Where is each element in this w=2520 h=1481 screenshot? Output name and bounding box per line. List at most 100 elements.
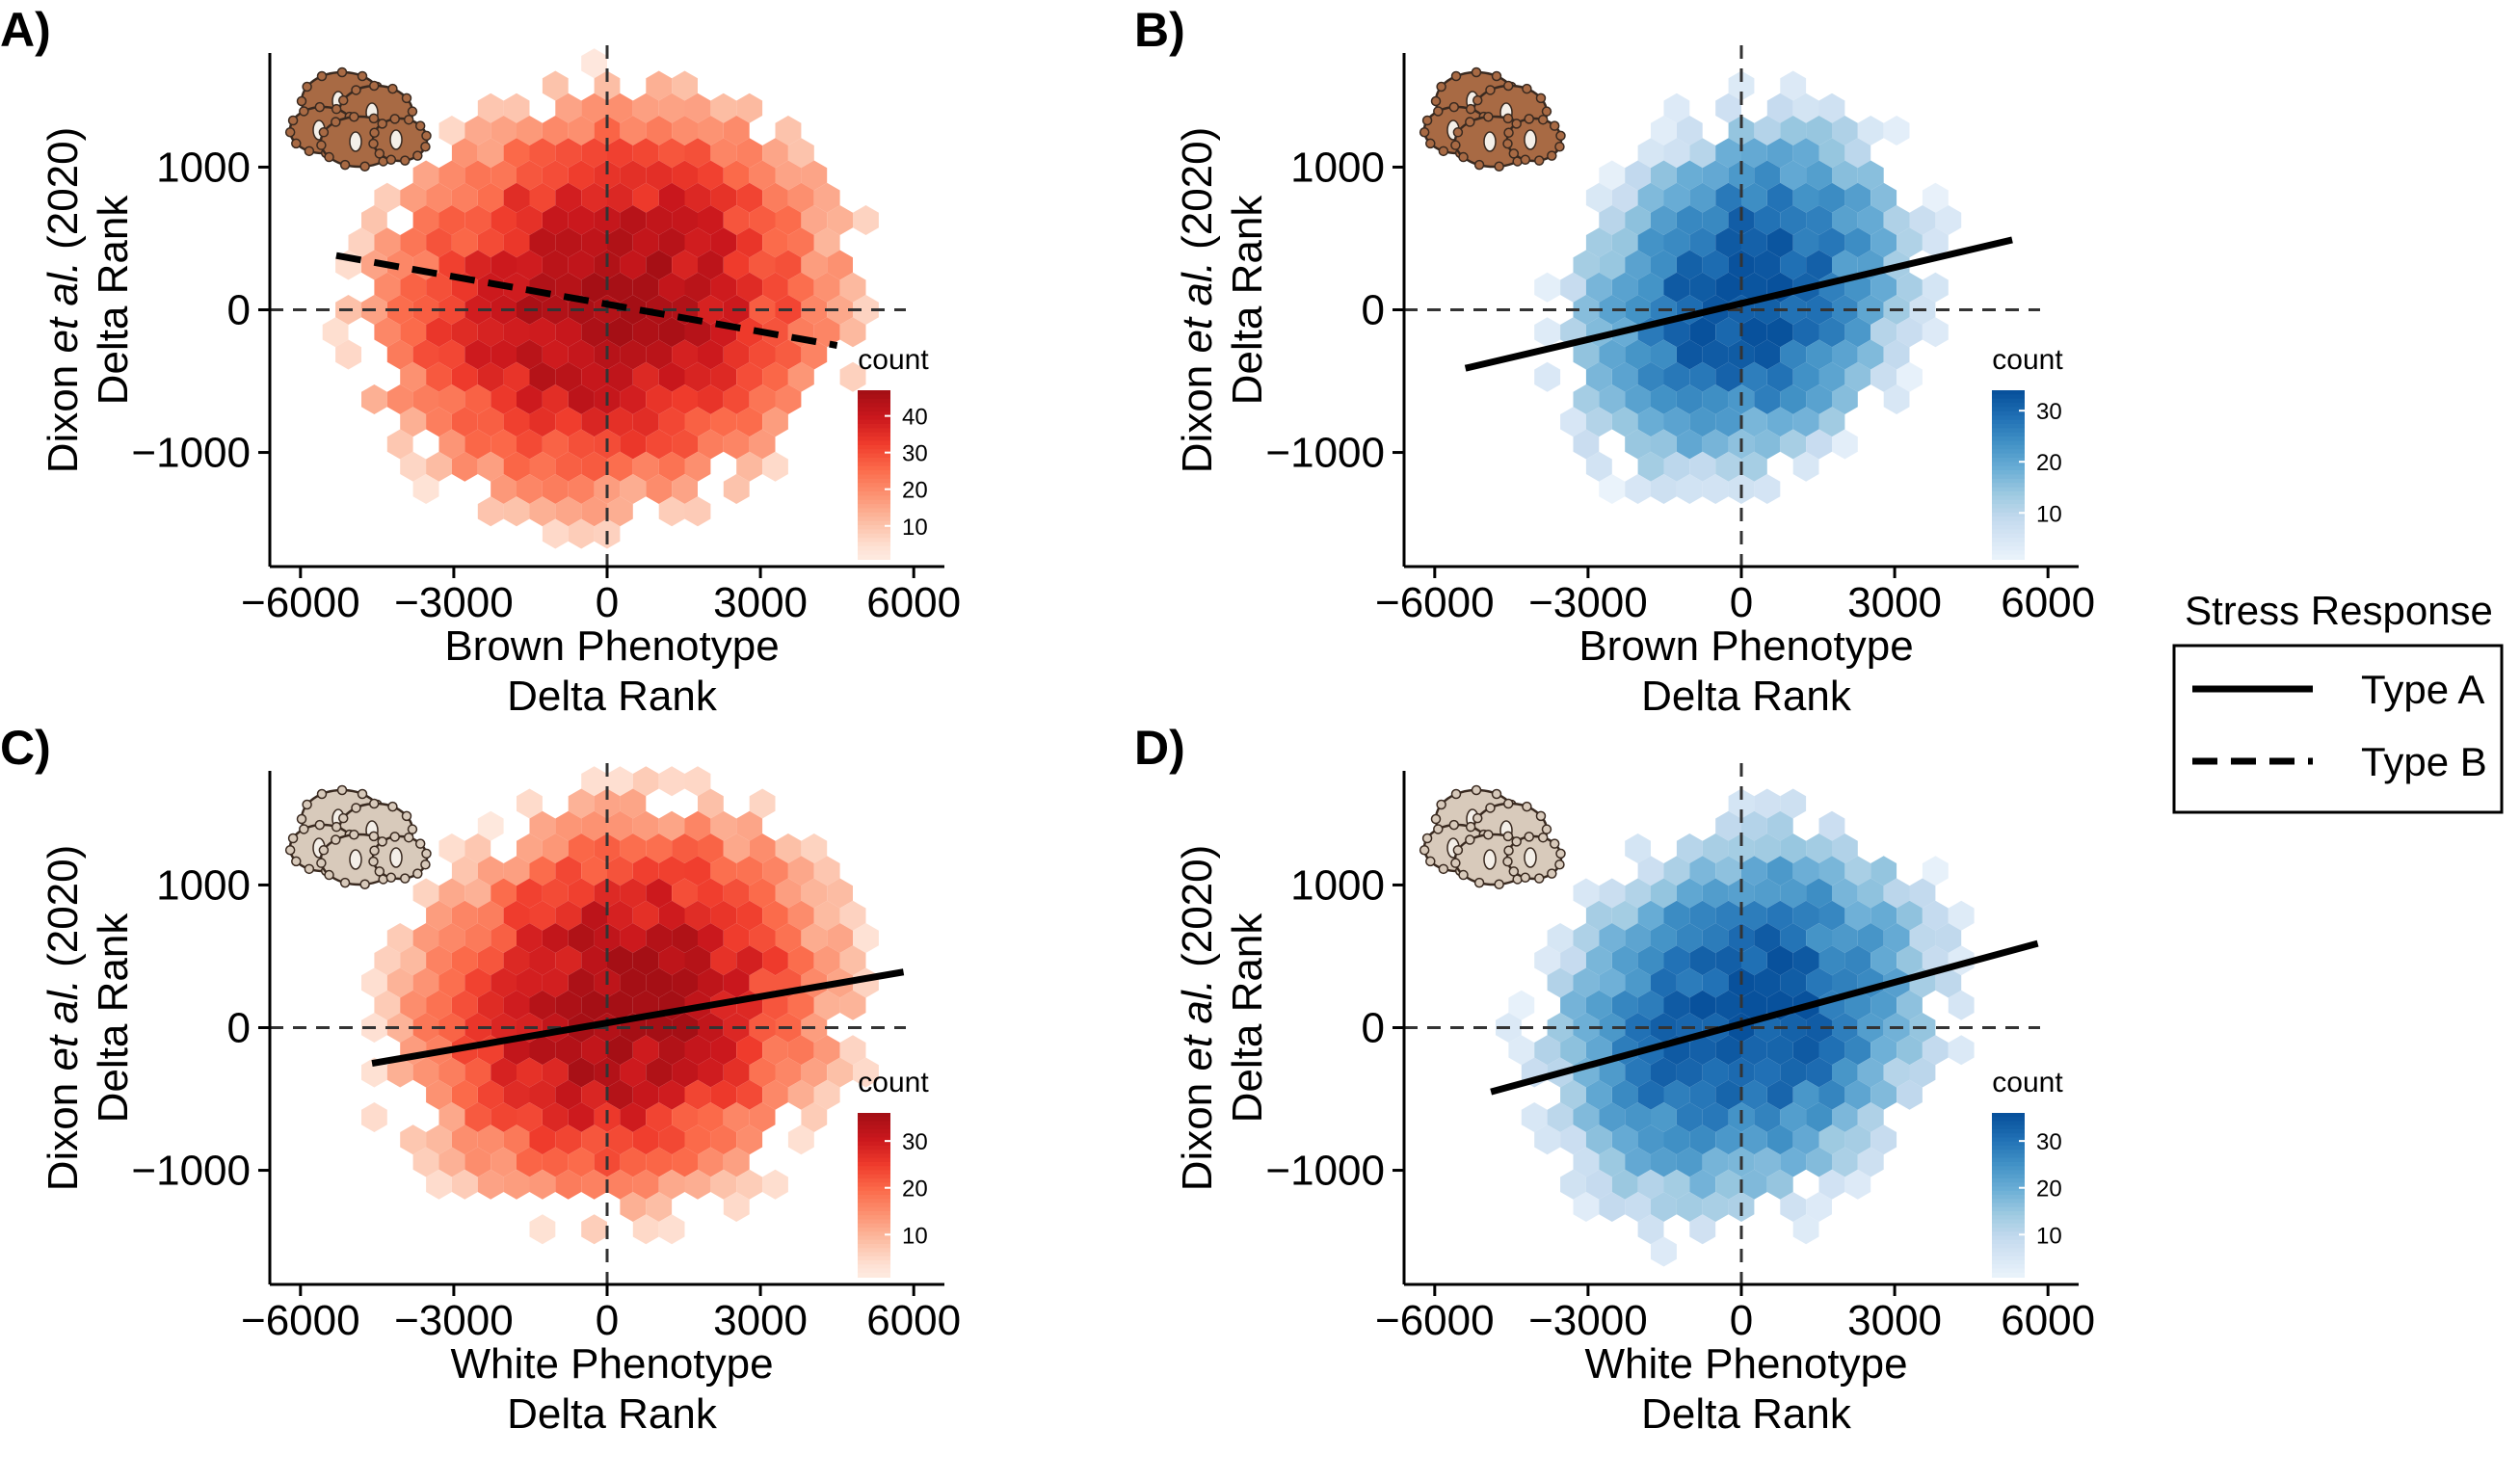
hexbin-cell [1651,474,1677,504]
colorbar-segment [858,525,890,531]
hexbin-cell [1508,1035,1535,1066]
colorbar-segment [1992,453,2025,459]
hexbin-cell [1637,361,1664,392]
hexbin-cell [1676,878,1703,909]
colorbar-segment [858,1219,890,1225]
colorbar-segment [858,410,890,417]
hexbin-cell [568,160,595,191]
hexbin-cell [386,339,413,370]
hexbin-cell [1818,900,1845,931]
hexbin-cell [1651,878,1677,909]
hexbin-cell [1676,116,1703,145]
hexbin-cell [568,967,595,998]
hexbin-cell [762,451,788,482]
hexbin-cell [1897,900,1923,931]
x-tick-label: 0 [1730,579,1753,626]
hexbin-cell [426,361,452,392]
hexbin-cell [491,116,517,145]
hexbin-cell [529,451,556,482]
hexbin-cell [1573,1013,1600,1043]
hexbin-cell [542,1102,569,1132]
y-tick-label: −1000 [1265,430,1385,477]
colorbar-segment [858,1235,890,1241]
hexbin-cell [607,93,633,123]
hexbin-cell [529,1214,556,1245]
hexbin-cell [581,93,607,123]
hexbin-cell [1599,923,1626,953]
colorbar-segment [1992,458,2025,463]
hexbin-cell [672,1057,698,1088]
hexbin-cell [1599,967,1626,998]
hexbin-cell [736,1124,763,1155]
hexbin-cell [1611,182,1638,213]
hexbin-cell [813,272,840,303]
hexbin-cell [1792,1124,1819,1155]
hexbin-cell [491,1102,517,1132]
hexbin-cell [464,339,491,370]
hexbin-cell [451,317,478,348]
hexbin-cell [517,474,543,504]
hexbin-cell [710,361,737,392]
colorbar-segment [858,407,890,412]
hexbin-cell [374,272,401,303]
hexbin-cell [400,945,427,976]
colorbar-segment [1992,545,2025,552]
colorbar-segment [1992,1170,2025,1176]
colorbar-segment [858,487,890,492]
hexbin-cell [1625,833,1651,863]
hexbin-cell [491,1057,517,1088]
hexbin-cell [710,182,737,213]
hexbin-cell [1780,923,1807,953]
hexbin-cell [1702,384,1729,414]
hexbin-cell [1870,856,1897,886]
hexbin-cell [632,317,659,348]
hexbin-cell [684,1169,711,1200]
hexbin-layer [322,48,879,549]
hexbin-cell [503,138,530,169]
hexbin-cell [723,116,750,145]
hexbin-cell [491,160,517,191]
hexbin-cell [1818,1169,1845,1200]
hexbin-cell [646,339,673,370]
hexbin-cell [749,429,776,460]
colorbar-segment [1992,1124,2025,1130]
hexbin-cell [1897,317,1923,348]
hexbin-cell [400,451,427,482]
hexbin-cell [684,407,711,437]
hexbin-cell [451,990,478,1020]
hexbin-cell [1689,317,1716,348]
y-axis-label: Dixon et al. (2020) [1174,845,1221,1192]
hexbin-cell [594,160,621,191]
hexbin-cell [1599,1192,1626,1222]
hexbin-cell [581,1124,607,1155]
hexbin-cell [1599,339,1626,370]
hexbin-cell [464,1147,491,1177]
hexbin-cell [555,1169,582,1200]
legend-label-type-a: Type A [2361,667,2484,712]
hexbin-cell [1832,160,1858,191]
hexbin-cell [374,990,401,1020]
colorbar-tick-label: 30 [902,1129,928,1155]
hexbin-cell [1883,339,1910,370]
hexbin-cell [517,384,543,414]
hexbin-cell [1870,182,1897,213]
hexbin-cell [1534,361,1561,392]
x-tick-label: −3000 [1528,1297,1648,1344]
hexbin-cell [620,923,647,953]
hexbin-cell [1754,833,1781,863]
hexbin-cell [1844,361,1871,392]
y-tick-label: 1000 [156,861,251,909]
hexbin-cell [1844,138,1871,169]
hexbin-cell [646,160,673,191]
hexbin-cell [555,451,582,482]
hexbin-cell [568,1102,595,1132]
hexbin-cell [1625,967,1651,998]
hexbin-cell [684,766,711,797]
hexbin-cell [464,1102,491,1132]
hexbin-cell [684,1035,711,1066]
hexbin-cell [1780,788,1807,819]
hexbin-cell [1870,317,1897,348]
hexbin-cell [827,295,853,325]
hexbin-cell [1611,227,1638,258]
hexbin-cell [1780,295,1807,325]
